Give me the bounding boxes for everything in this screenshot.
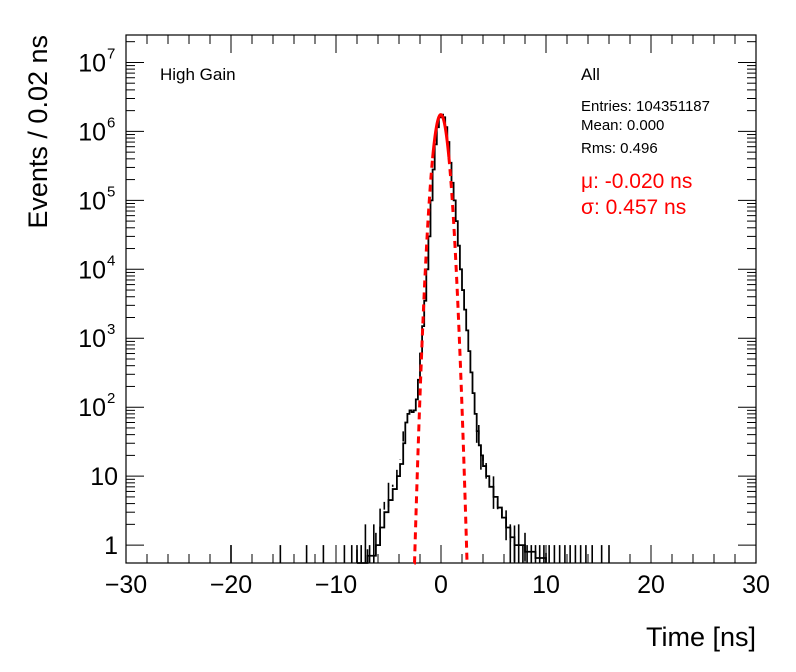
x-tick-label: 30 [742,571,770,599]
y-tick-exponent: 6 [107,114,115,131]
data-layer [230,113,610,565]
fit-curve-core [431,113,451,159]
y-tick-exponent: 3 [107,321,115,338]
y-tick-exponent: 4 [107,252,115,269]
y-tick-label: 1 [104,532,118,560]
x-axis-title: Time [ns] [646,622,756,652]
fit-mu: μ: -0.020 ns [581,170,692,193]
stats-rms: Rms: 0.496 [581,140,658,157]
x-tick-label: 20 [637,571,665,599]
gain-label: High Gain [160,65,236,84]
x-tick-label: −10 [315,571,357,599]
x-tick-label: 10 [532,571,560,599]
y-tick-label: 10 [90,463,118,491]
fit-curve-left-tail [413,158,435,565]
y-tick-label: 10 [78,118,106,146]
y-axis-title: Events / 0.02 ns [23,35,53,229]
stats-title: All [581,65,600,84]
y-tick-label: 10 [78,49,106,77]
fit-sigma: σ: 0.457 ns [581,196,686,219]
x-tick-label: −30 [105,571,147,599]
x-tick-label: −20 [210,571,252,599]
y-tick-exponent: 2 [107,390,115,407]
y-tick-exponent: 7 [107,45,115,62]
y-tick-label: 10 [78,394,106,422]
y-tick-label: 10 [78,256,106,284]
x-tick-label: 0 [434,571,448,599]
stats-mean: Mean: 0.000 [581,117,664,134]
fit-curve-right-tail [447,156,469,565]
y-tick-exponent: 5 [107,183,115,200]
y-tick-label: 10 [78,187,106,215]
stats-entries: Entries: 104351187 [581,98,710,115]
y-tick-label: 10 [78,325,106,353]
